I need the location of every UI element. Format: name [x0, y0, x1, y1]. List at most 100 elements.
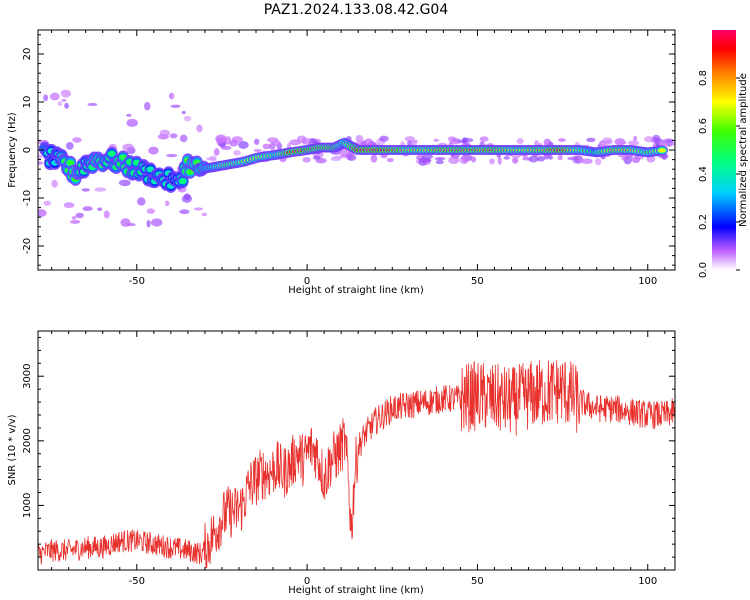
spectrogram-noise-blob	[63, 202, 75, 209]
spectrogram-noise-blob	[534, 140, 539, 147]
spectrogram-noise-blob	[305, 137, 311, 147]
spectrogram-noise-blob	[268, 138, 277, 143]
spectrogram-noise-blob	[663, 138, 675, 143]
spectrogram-band-core	[178, 178, 187, 185]
spectrogram-band-core	[66, 159, 75, 166]
spectrogram-noise-blob	[64, 102, 69, 109]
spectrogram-y-tick-label: -20	[22, 238, 33, 254]
snr-x-tick-label: 50	[471, 576, 484, 587]
spectrogram-noise-blob	[512, 157, 519, 164]
spectrogram-noise-blob	[497, 156, 502, 165]
spectrogram-noise-blob	[631, 156, 641, 164]
spectrogram-band-core	[107, 150, 116, 157]
spectrogram-noise-blob	[627, 140, 640, 146]
spectrogram-noise-blob	[470, 156, 477, 163]
spectrogram-noise-blob	[71, 216, 77, 220]
spectrogram-noise-blob	[118, 179, 131, 187]
spectrogram-noise-blob	[146, 219, 151, 228]
snr-series-line	[38, 360, 675, 569]
spectrogram-noise-blob	[166, 153, 178, 158]
spectrogram-noise-blob	[126, 113, 132, 117]
spectrogram-noise-blob	[253, 138, 260, 145]
spectrogram-noise-blob	[213, 148, 220, 156]
spectrogram-noise-blob	[183, 193, 191, 201]
spectrogram-x-tick-label: -50	[129, 276, 145, 287]
snr-frame	[37, 330, 676, 571]
spectrogram-y-tick-label: 20	[22, 48, 33, 61]
spectrogram-noise-blob	[670, 141, 675, 146]
spectrogram-noise-blob	[196, 124, 203, 133]
spectrogram-noise-blob	[57, 101, 63, 106]
spectrogram-noise-blob	[159, 129, 171, 137]
spectrogram-noise-blob	[82, 206, 93, 212]
snr-x-ticks: -50 0 50 100	[51, 331, 666, 587]
spectrogram-noise-blob	[334, 155, 344, 159]
spectrogram-noise-blob	[459, 155, 468, 165]
spectrogram-noise-blob	[81, 188, 90, 192]
snr-x-tick-label: 100	[638, 576, 657, 587]
spectrogram-noise-blob	[183, 115, 192, 122]
snr-panel: -50 0 50 100 1000 2000 3000 Height of straigh…	[7, 330, 676, 596]
spectrogram-noise-blob	[522, 157, 532, 161]
spectrogram-noise-blob	[146, 208, 155, 214]
spectrogram-y-tick-label: -10	[22, 190, 33, 206]
snr-y-ticks: 1000 2000 3000	[22, 336, 675, 558]
snr-x-label: Height of straight line (km)	[288, 585, 424, 596]
colorbar	[712, 30, 736, 270]
spectrogram-noise-blob	[573, 155, 584, 164]
spectrogram-noise-blob	[209, 155, 217, 162]
spectrogram-noise-blob	[120, 218, 131, 227]
colorbar-tick-label: 0.8	[698, 70, 709, 86]
spectrogram-y-label: Frequency (Hz)	[7, 112, 18, 188]
colorbar-tick-label: 0.6	[698, 118, 709, 134]
spectrogram-noise-blob	[586, 137, 596, 143]
spectrogram-noise-blob	[528, 155, 539, 163]
spectrogram-noise-blob	[262, 143, 271, 150]
colorbar-tick-label: 0.4	[698, 166, 709, 182]
spectrogram-noise-blob	[61, 98, 67, 102]
spectrogram-noise-blob	[536, 156, 546, 162]
spectrogram-noise-blob	[165, 200, 170, 207]
colorbar-ticks: 0.0 0.2 0.4 0.6 0.8	[698, 70, 740, 278]
spectrogram-noise-blob	[632, 135, 638, 142]
spectrogram-noise-blob	[229, 139, 239, 147]
spectrogram-noise-blob	[72, 137, 82, 143]
spectrogram-noise-blob	[43, 94, 49, 102]
spectrogram-noise-blob	[253, 148, 262, 153]
spectrogram-noise-blob	[201, 212, 208, 217]
spectrogram-noise-blob	[38, 209, 47, 217]
spectrogram-noise-blob	[621, 154, 628, 161]
spectrogram-noise-blob	[137, 197, 146, 206]
spectrogram-noise-blob	[448, 156, 460, 165]
snr-x-tick-label: -50	[129, 576, 145, 587]
spectrogram-x-label: Height of straight line (km)	[288, 285, 424, 296]
spectrogram-noise-blob	[312, 155, 321, 160]
spectrogram-noise-blob	[594, 158, 602, 166]
spectrogram-y-tick-label: 0	[22, 147, 33, 153]
spectrogram-marks	[38, 89, 675, 228]
figure-title: PAZ1.2024.133.08.42.G04	[264, 2, 449, 18]
spectrogram-noise-blob	[215, 136, 227, 144]
spectrogram-noise-blob	[379, 135, 389, 142]
spectrogram-noise-blob	[168, 92, 175, 100]
spectrogram-noise-blob	[179, 209, 190, 215]
spectrogram-noise-blob	[338, 148, 351, 157]
spectrogram-noise-blob	[479, 136, 489, 142]
spectrogram-noise-blob	[144, 101, 151, 111]
spectrogram-noise-blob	[643, 136, 654, 143]
spectrogram-noise-blob	[548, 155, 553, 160]
spectrogram-noise-blob	[296, 135, 307, 144]
spectrogram-noise-blob	[370, 154, 378, 163]
spectrogram-noise-blob	[148, 146, 159, 155]
spectrogram-noise-blob	[38, 161, 44, 165]
spectrogram-noise-blob	[43, 200, 52, 206]
spectrogram-noise-blob	[51, 179, 58, 188]
spectrogram-noise-blob	[433, 138, 439, 142]
spectrogram-noise-blob	[302, 157, 311, 163]
spectrogram-noise-blob	[581, 158, 593, 165]
spectrogram-noise-blob	[170, 104, 181, 108]
spectrogram-noise-blob	[49, 92, 60, 101]
spectrogram-noise-blob	[503, 156, 510, 160]
snr-x-tick-label: 0	[304, 576, 310, 587]
spectrogram-noise-blob	[238, 141, 249, 149]
